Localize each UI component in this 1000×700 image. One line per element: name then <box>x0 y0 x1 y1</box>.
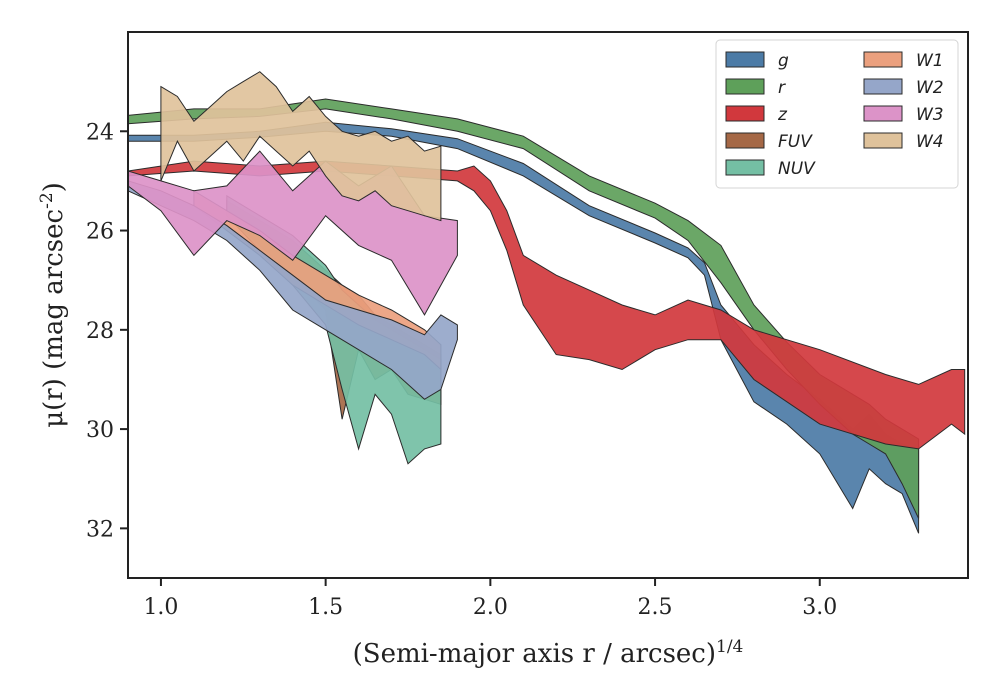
legend-label-z: z <box>777 105 788 125</box>
series-band-g <box>128 121 920 534</box>
legend-swatch-w3 <box>863 105 903 122</box>
y-tick-label: 30 <box>86 418 114 443</box>
series-band-w3 <box>128 150 458 316</box>
legend-swatch-r <box>725 78 765 95</box>
x-tick-label: 3.0 <box>802 595 837 620</box>
plot-frame <box>127 31 969 579</box>
legend-label-g: g <box>778 51 789 71</box>
x-tick-label: 2.0 <box>473 595 508 620</box>
legend-swatch-g <box>725 51 765 68</box>
legend-swatch-w4 <box>863 132 903 149</box>
legend-swatch-fuv <box>725 132 765 149</box>
legend-swatch-w1 <box>863 51 903 68</box>
y-tick-label: 28 <box>86 319 114 344</box>
legend-frame <box>715 39 959 189</box>
series-band-r <box>128 98 920 519</box>
legend-swatch-z <box>725 105 765 122</box>
legend-label-nuv: NUV <box>778 159 816 179</box>
series-band-z <box>128 160 966 450</box>
ticks-layer: 1.0 1.5 2.0 2.5 3.0 24 26 28 30 32 <box>86 120 837 620</box>
series-band-w2 <box>128 180 458 400</box>
y-tick-label: 26 <box>86 220 114 245</box>
x-tick-label: 2.5 <box>638 595 673 620</box>
x-tick-label: 1.5 <box>308 595 343 620</box>
legend-label-fuv: FUV <box>778 132 813 152</box>
y-axis-label: μ(r) (mag arcsec-2) <box>37 182 69 428</box>
legend-swatch-nuv <box>725 159 765 176</box>
series-band-w4 <box>160 71 442 222</box>
legend-swatch-w2 <box>863 78 903 95</box>
legend-label-r: r <box>778 78 786 98</box>
legend-label-w3: W3 <box>916 105 944 125</box>
series-layer <box>128 71 966 534</box>
legend: grz FUV NUV W1 W2 W3 W4 <box>715 39 959 189</box>
legend-label-w1: W1 <box>916 51 944 71</box>
legend-label-w4: W4 <box>916 132 944 152</box>
y-tick-label: 32 <box>86 517 114 542</box>
y-tick-label: 24 <box>86 120 114 145</box>
x-axis-label: (Semi-major axis r / arcsec)1/4 <box>353 637 744 669</box>
x-tick-label: 1.0 <box>143 595 178 620</box>
legend-label-w2: W2 <box>916 78 944 98</box>
